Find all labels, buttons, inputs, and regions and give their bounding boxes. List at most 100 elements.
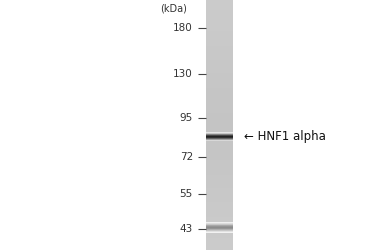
Text: MW
(kDa): MW (kDa) — [160, 0, 187, 14]
Bar — [206, 69, 233, 71]
Bar — [206, 64, 233, 67]
Bar — [206, 167, 233, 169]
Bar — [206, 175, 233, 177]
Bar — [206, 106, 233, 108]
Bar — [206, 226, 233, 227]
Bar — [206, 119, 233, 121]
Bar — [206, 50, 233, 52]
Bar — [206, 98, 233, 100]
Bar — [206, 196, 233, 198]
Text: 95: 95 — [180, 113, 193, 123]
Bar — [206, 29, 233, 31]
Bar — [206, 36, 233, 38]
Bar — [206, 227, 233, 229]
Bar — [206, 133, 233, 136]
Bar — [206, 131, 233, 133]
Bar — [206, 148, 233, 150]
Bar — [206, 127, 233, 129]
Bar — [206, 240, 233, 242]
Bar — [206, 214, 233, 217]
Bar — [206, 232, 233, 233]
Bar — [206, 14, 233, 17]
Bar — [206, 62, 233, 64]
Bar — [206, 44, 233, 46]
Bar — [206, 75, 233, 77]
Bar — [206, 108, 233, 110]
Bar — [206, 164, 233, 167]
Bar — [206, 0, 233, 2]
Bar — [206, 138, 233, 140]
Bar — [206, 2, 233, 4]
Bar — [206, 38, 233, 40]
Bar — [206, 152, 233, 154]
Text: 72: 72 — [180, 152, 193, 162]
Bar — [206, 33, 233, 35]
Bar — [206, 27, 233, 29]
Bar — [206, 31, 233, 33]
Bar — [206, 198, 233, 200]
Bar — [206, 146, 233, 148]
Bar — [206, 177, 233, 179]
Bar — [206, 125, 233, 127]
Bar — [206, 248, 233, 250]
Bar — [206, 117, 233, 119]
Bar — [206, 186, 233, 188]
Bar — [206, 225, 233, 226]
Bar — [206, 46, 233, 48]
Bar — [206, 136, 233, 138]
Bar — [206, 48, 233, 50]
Bar — [206, 71, 233, 73]
Bar — [206, 188, 233, 190]
Bar — [206, 79, 233, 81]
Bar — [206, 60, 233, 62]
Bar — [206, 121, 233, 123]
Bar — [206, 67, 233, 69]
Bar — [206, 154, 233, 156]
Bar — [206, 90, 233, 92]
Bar — [206, 229, 233, 230]
Bar — [206, 21, 233, 23]
Text: 55: 55 — [180, 190, 193, 200]
Bar — [206, 12, 233, 14]
Bar — [206, 114, 233, 117]
Bar — [206, 40, 233, 42]
Bar — [206, 244, 233, 246]
Bar — [206, 52, 233, 54]
Bar — [206, 194, 233, 196]
Bar — [206, 8, 233, 10]
Bar — [206, 73, 233, 75]
Bar — [206, 144, 233, 146]
Text: 180: 180 — [173, 23, 193, 33]
Bar — [206, 19, 233, 21]
Bar — [206, 140, 233, 142]
Bar — [206, 173, 233, 175]
Bar — [206, 230, 233, 231]
Bar — [206, 58, 233, 60]
Bar — [206, 246, 233, 248]
Bar — [206, 206, 233, 208]
Bar — [206, 222, 233, 223]
Bar — [206, 86, 233, 87]
Bar — [206, 150, 233, 152]
Bar — [206, 112, 233, 114]
Bar — [206, 169, 233, 171]
Bar — [206, 223, 233, 224]
Bar — [206, 102, 233, 104]
Bar — [206, 6, 233, 8]
Bar — [206, 233, 233, 235]
Bar — [206, 123, 233, 125]
Text: 130: 130 — [173, 69, 193, 79]
Bar — [206, 17, 233, 19]
Bar — [206, 219, 233, 221]
Text: ← HNF1 alpha: ← HNF1 alpha — [244, 130, 326, 143]
Bar — [206, 54, 233, 56]
Bar — [206, 142, 233, 144]
Bar — [206, 231, 233, 232]
Bar — [206, 77, 233, 79]
Bar — [206, 92, 233, 94]
Bar — [206, 210, 233, 212]
Bar — [206, 181, 233, 183]
Bar — [206, 4, 233, 6]
Bar — [206, 200, 233, 202]
Bar — [206, 10, 233, 12]
